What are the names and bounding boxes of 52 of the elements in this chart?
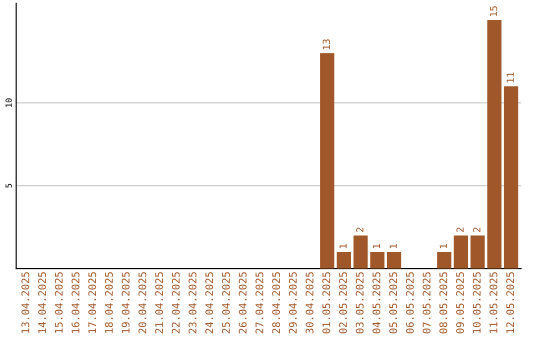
data-label: 1 xyxy=(372,244,380,248)
x-tick-label: 16.04.2025 xyxy=(72,272,80,333)
bar xyxy=(320,53,334,269)
data-label: 1 xyxy=(340,244,347,248)
x-tick-label: 01.05.2025 xyxy=(322,272,330,334)
x-tick-label: 25.04.2025 xyxy=(222,272,230,334)
x-tick-label: 20.04.2025 xyxy=(138,272,146,334)
data-label: 1 xyxy=(440,244,447,248)
data-label: 15 xyxy=(490,6,498,16)
bar xyxy=(336,252,351,269)
x-tick-label: 12.05.2025 xyxy=(506,272,514,333)
x-tick-label: 11.05.2025 xyxy=(490,272,498,333)
bar xyxy=(353,235,368,269)
bar xyxy=(454,235,468,269)
x-tick-label: 30.04.2025 xyxy=(306,272,314,334)
x-tick-label: 23.04.2025 xyxy=(188,272,196,334)
x-tick-label: 13.04.2025 xyxy=(21,272,30,333)
data-label: 11 xyxy=(506,72,514,82)
x-tick-label: 17.04.2025 xyxy=(88,272,96,333)
bar xyxy=(487,20,502,269)
x-tick-label: 09.05.2025 xyxy=(456,272,464,334)
x-tick-label: 14.04.2025 xyxy=(38,272,46,333)
x-tick-label: 18.04.2025 xyxy=(104,272,113,333)
bar xyxy=(470,235,485,269)
x-tick-label: 02.05.2025 xyxy=(339,272,347,334)
x-tick-label: 27.04.2025 xyxy=(255,272,264,334)
x-tick-label: 22.04.2025 xyxy=(172,272,180,334)
x-tick-label: 03.05.2025 xyxy=(356,272,364,334)
x-tick-label: 29.04.2025 xyxy=(288,272,297,334)
bar xyxy=(504,86,518,269)
data-label: 2 xyxy=(473,228,480,232)
bar xyxy=(370,252,384,269)
x-tick-label: 21.04.2025 xyxy=(155,272,164,334)
y-tick-label: 5 xyxy=(6,184,12,188)
y-tick-label: 10 xyxy=(6,98,12,107)
x-tick-label: 10.05.2025 xyxy=(472,272,481,333)
data-label: 2 xyxy=(456,228,464,232)
x-tick-label: 26.04.2025 xyxy=(238,272,247,334)
bar xyxy=(386,252,402,269)
x-tick-label: 08.05.2025 xyxy=(439,272,448,334)
bar xyxy=(437,252,452,269)
x-tick-label: 04.05.2025 xyxy=(372,272,380,334)
x-tick-label: 05.05.2025 xyxy=(389,272,398,334)
x-tick-label: 24.04.2025 xyxy=(205,272,214,334)
data-label: 1 xyxy=(390,244,397,248)
x-tick-label: 28.04.2025 xyxy=(272,272,280,334)
x-tick-label: 15.04.2025 xyxy=(54,272,63,333)
data-label: 2 xyxy=(356,228,364,232)
x-tick-label: 06.05.2025 xyxy=(406,272,414,334)
x-tick-label: 19.04.2025 xyxy=(122,272,130,333)
data-label: 13 xyxy=(322,39,330,50)
x-tick-label: 07.05.2025 xyxy=(422,272,431,334)
